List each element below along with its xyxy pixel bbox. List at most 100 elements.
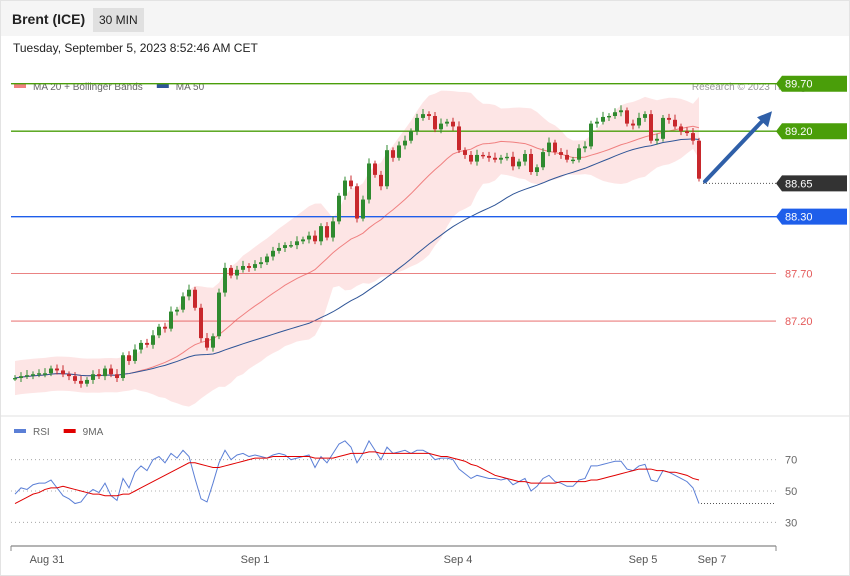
candle-body-30 bbox=[193, 289, 197, 308]
candle-body-72 bbox=[445, 121, 449, 124]
candle-body-35 bbox=[223, 267, 227, 293]
candle-body-90 bbox=[553, 142, 557, 153]
candle-body-104 bbox=[637, 117, 641, 126]
level-tag-2 bbox=[776, 208, 847, 225]
candle-body-92 bbox=[565, 154, 569, 160]
candle-body-105 bbox=[643, 114, 647, 118]
candle-body-60 bbox=[373, 163, 377, 175]
candle-body-52 bbox=[325, 226, 329, 238]
candle-body-22 bbox=[145, 342, 149, 345]
candle-body-70 bbox=[433, 116, 437, 130]
candle-body-88 bbox=[541, 152, 545, 168]
rsi-ma-line bbox=[14, 451, 700, 504]
rsi-legend: RSI 9MA bbox=[14, 427, 104, 438]
candle-body-102 bbox=[625, 110, 629, 124]
level-label-4: 87.20 bbox=[785, 316, 813, 328]
candle-body-43 bbox=[271, 250, 275, 257]
candle-body-76 bbox=[469, 154, 473, 162]
rsi-legend-swatch-1 bbox=[63, 429, 76, 433]
candle-body-44 bbox=[277, 247, 281, 251]
candle-body-13 bbox=[91, 374, 95, 380]
candle-body-83 bbox=[511, 156, 515, 167]
candle-body-34 bbox=[217, 292, 221, 337]
candle-body-59 bbox=[367, 163, 371, 200]
candle-body-75 bbox=[463, 150, 467, 155]
candle-body-46 bbox=[289, 245, 293, 247]
candle-body-0 bbox=[13, 378, 17, 380]
level-label-2: 88.30 bbox=[785, 212, 813, 224]
candle-body-5 bbox=[43, 373, 47, 375]
candle-body-14 bbox=[97, 374, 101, 377]
candle-body-23 bbox=[151, 335, 155, 345]
last-price-marker: 88.65 bbox=[703, 175, 847, 192]
candle-body-39 bbox=[247, 266, 251, 268]
candle-body-29 bbox=[187, 289, 191, 297]
candle-body-108 bbox=[661, 117, 665, 139]
level-tag-0 bbox=[776, 75, 847, 92]
candle-body-113 bbox=[691, 133, 695, 141]
candle-body-95 bbox=[583, 146, 587, 149]
candle-body-50 bbox=[313, 235, 317, 242]
candle-body-27 bbox=[175, 309, 179, 312]
candle-body-15 bbox=[103, 368, 107, 377]
candle-body-111 bbox=[679, 126, 683, 132]
x-tick-label-1: Sep 1 bbox=[241, 554, 270, 566]
candle-body-21 bbox=[139, 342, 143, 350]
candle-body-1 bbox=[19, 376, 23, 379]
candle-body-12 bbox=[85, 379, 89, 384]
candlesticks bbox=[13, 105, 701, 388]
rsi-grid: 70 50 30 bbox=[11, 455, 797, 529]
candle-body-96 bbox=[589, 123, 593, 147]
candle-body-114 bbox=[697, 140, 701, 179]
candle-body-28 bbox=[181, 296, 185, 310]
candle-body-69 bbox=[427, 114, 431, 117]
chart-header: Brent (ICE) 30 MIN bbox=[1, 1, 849, 36]
candle-body-47 bbox=[295, 241, 299, 246]
candle-body-91 bbox=[559, 152, 563, 155]
candle-body-107 bbox=[655, 138, 659, 141]
instrument-title: Brent (ICE) bbox=[12, 11, 86, 27]
candle-body-100 bbox=[613, 112, 617, 117]
candle-body-58 bbox=[361, 199, 365, 219]
candle-body-63 bbox=[391, 150, 395, 158]
candle-body-31 bbox=[199, 307, 203, 339]
candle-body-36 bbox=[229, 267, 233, 276]
candle-body-99 bbox=[607, 116, 611, 118]
x-axis: Aug 31 Sep 1 Sep 4 Sep 5 Sep 7 bbox=[10, 545, 777, 566]
x-tick-label-3: Sep 5 bbox=[629, 554, 658, 566]
candle-body-16 bbox=[109, 368, 113, 375]
candle-body-51 bbox=[319, 226, 323, 242]
candle-body-64 bbox=[397, 145, 401, 158]
candle-body-49 bbox=[307, 235, 311, 240]
candle-body-84 bbox=[517, 161, 521, 167]
candle-body-101 bbox=[619, 110, 623, 113]
candle-body-20 bbox=[133, 349, 137, 361]
candle-body-54 bbox=[337, 195, 341, 222]
legend-label-1: MA 50 bbox=[176, 82, 205, 93]
candle-body-87 bbox=[535, 167, 539, 173]
candle-body-65 bbox=[403, 140, 407, 146]
candle-body-24 bbox=[157, 326, 161, 336]
candle-body-9 bbox=[67, 374, 71, 377]
candle-body-41 bbox=[259, 262, 263, 265]
candle-body-18 bbox=[121, 355, 125, 379]
rsi-tick-2: 30 bbox=[785, 517, 797, 529]
x-tick-label-0: Aug 31 bbox=[30, 554, 65, 566]
candle-body-103 bbox=[631, 123, 635, 126]
chart-datetime: Tuesday, September 5, 2023 8:52:46 AM CE… bbox=[13, 41, 258, 55]
candle-body-38 bbox=[241, 266, 245, 270]
rsi-legend-label-1: 9MA bbox=[83, 427, 104, 438]
candle-body-110 bbox=[673, 119, 677, 127]
rsi-tick-0: 70 bbox=[785, 455, 797, 467]
candle-body-93 bbox=[571, 159, 575, 162]
candle-body-42 bbox=[265, 256, 269, 263]
main-legend: MA 20 + Bollinger Bands MA 50 bbox=[14, 82, 205, 93]
timeframe-badge[interactable]: 30 MIN bbox=[93, 8, 144, 32]
x-tick-label-4: Sep 7 bbox=[698, 554, 727, 566]
candle-body-62 bbox=[385, 150, 389, 187]
level-label-0: 89.70 bbox=[785, 79, 813, 91]
legend-swatch-0 bbox=[14, 84, 26, 88]
level-label-1: 89.20 bbox=[785, 126, 813, 138]
candle-body-89 bbox=[547, 142, 551, 153]
